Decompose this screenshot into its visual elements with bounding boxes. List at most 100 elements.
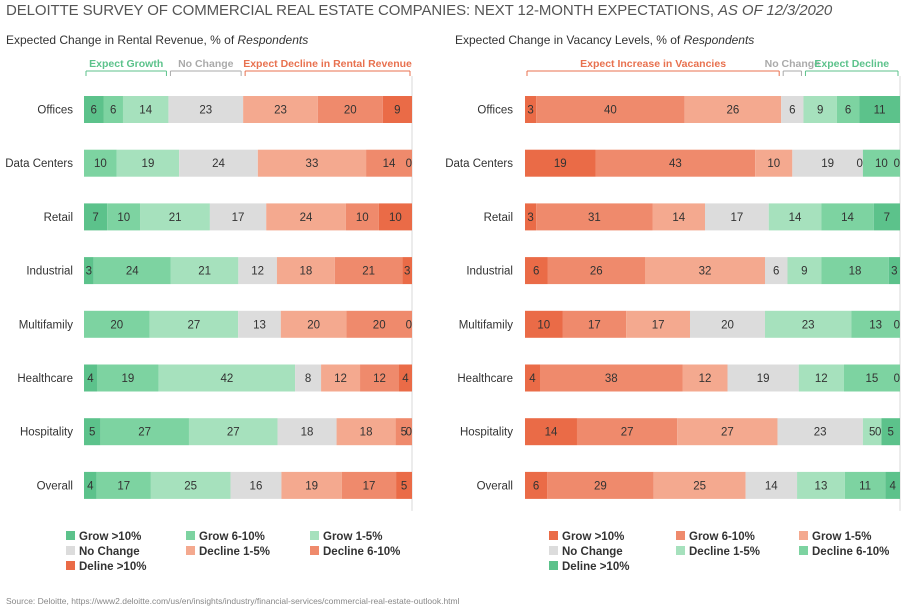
vacancy-data-label: 19 — [821, 158, 834, 170]
rental-group-label: Expect Decline in Rental Revenue — [243, 58, 412, 70]
rental-bar-segment — [188, 418, 278, 446]
rental-legend-swatch — [186, 546, 195, 555]
vacancy-bar-segment — [525, 96, 537, 123]
rental-bar-segment — [150, 471, 231, 499]
rental-data-label: 42 — [220, 373, 233, 385]
vacancy-data-label: 15 — [865, 373, 878, 385]
rental-legend-swatch — [186, 531, 195, 540]
rental-data-label: 20 — [307, 319, 320, 331]
vacancy-category-label: Overall — [477, 480, 513, 492]
vacancy-legend-swatch — [549, 531, 558, 540]
rental-bar-segment — [103, 96, 123, 123]
vacancy-bar-segment — [797, 471, 845, 499]
rental-data-label: 3 — [404, 266, 410, 278]
vacancy-bar-segment — [576, 418, 678, 446]
vacancy-bar-segment — [652, 203, 705, 231]
rental-group-label: Expect Growth — [89, 58, 163, 70]
vacancy-data-label: 0 — [856, 158, 862, 170]
vacancy-category-label: Retail — [484, 212, 513, 224]
rental-legend-swatch — [310, 531, 319, 540]
vacancy-bar-segment — [705, 203, 769, 231]
left-chart-title: Expected Change in Rental Revenue, % of … — [6, 33, 309, 47]
vacancy-bar-segment — [821, 257, 889, 285]
rental-bar-segment — [238, 310, 281, 338]
vacancy-data-label: 14 — [545, 427, 558, 439]
vacancy-bar-segment — [768, 203, 822, 231]
vacancy-bar-segment — [862, 149, 900, 177]
vacancy-data-label: 26 — [727, 105, 740, 117]
vacancy-bar-segment — [682, 364, 728, 392]
rental-bar-segment — [378, 203, 412, 231]
vacancy-bar-segment — [525, 364, 540, 392]
vacancy-data-label: 23 — [802, 319, 815, 331]
vacancy-data-label: 14 — [672, 212, 685, 224]
rental-bar-segment — [266, 203, 346, 231]
vacancy-data-label: 7 — [884, 212, 890, 224]
rental-bar-segment — [238, 257, 277, 285]
rental-data-label: 0 — [406, 319, 412, 331]
rental-data-label: 14 — [383, 158, 396, 170]
rental-data-label: 24 — [300, 212, 313, 224]
rental-bar-segment — [140, 203, 210, 231]
vacancy-legend-swatch — [799, 531, 808, 540]
vacancy-bar-segment — [851, 310, 900, 338]
vacancy-data-label: 26 — [590, 266, 603, 278]
vacancy-legend-label: No Change — [562, 546, 623, 558]
vacancy-bar-segment — [525, 257, 548, 285]
vacancy-legend-label: Decline 1-5% — [689, 546, 760, 558]
vacancy-bar-segment — [765, 257, 788, 285]
rental-data-label: 27 — [227, 427, 240, 439]
vacancy-data-label: 27 — [721, 427, 734, 439]
vacancy-data-label: 29 — [594, 480, 607, 492]
rental-data-label: 19 — [305, 480, 318, 492]
rental-data-label: 24 — [212, 158, 225, 170]
rental-bar-segment — [84, 364, 97, 392]
rental-bar-segment — [179, 149, 258, 177]
rental-bar-segment — [395, 418, 412, 446]
vacancy-legend-swatch — [549, 561, 558, 570]
vacancy-data-label: 11 — [859, 480, 871, 492]
vacancy-bar-segment — [765, 310, 852, 338]
rental-data-label: 6 — [91, 105, 97, 117]
rental-category-label: Multifamily — [19, 319, 74, 331]
vacancy-category-label: Hospitality — [460, 427, 513, 439]
vacancy-data-label: 6 — [533, 480, 539, 492]
vacancy-data-label: 12 — [699, 373, 712, 385]
rental-data-label: 12 — [334, 373, 347, 385]
rental-bar-segment — [276, 257, 335, 285]
rental-bar-segment — [149, 310, 239, 338]
rental-data-label: 33 — [306, 158, 319, 170]
rental-data-label: 19 — [121, 373, 134, 385]
vacancy-bar-segment — [844, 471, 886, 499]
vacancy-data-label: 9 — [801, 266, 807, 278]
vacancy-category-label: Industrial — [466, 266, 513, 278]
vacancy-data-label: 6 — [773, 266, 779, 278]
vacancy-legend-swatch — [676, 531, 685, 540]
rental-bar-segment — [277, 418, 337, 446]
rental-bar-segment — [84, 149, 117, 177]
vacancy-bar-segment — [690, 310, 765, 338]
right-chart-title: Expected Change in Vacancy Levels, % of … — [455, 33, 755, 47]
vacancy-bar-segment — [888, 257, 900, 285]
vacancy-data-label: 10 — [537, 319, 550, 331]
vacancy-data-label: 10 — [767, 158, 780, 170]
vacancy-bar-segment — [792, 149, 863, 177]
vacancy-data-label: 12 — [815, 373, 828, 385]
rental-data-label: 18 — [301, 427, 314, 439]
vacancy-data-label: 14 — [789, 212, 802, 224]
vacancy-bar-segment — [843, 364, 900, 392]
vacancy-bar-segment — [547, 471, 654, 499]
vacancy-data-label: 38 — [605, 373, 618, 385]
vacancy-data-label: 4 — [889, 480, 896, 492]
rental-bar-segment — [96, 471, 151, 499]
rental-category-label: Healthcare — [17, 373, 73, 385]
rental-bar-segment — [93, 257, 171, 285]
vacancy-data-label: 25 — [693, 480, 706, 492]
rental-bar-segment — [399, 364, 412, 392]
vacancy-legend-swatch — [676, 546, 685, 555]
rental-bar-segment — [209, 203, 267, 231]
vacancy-bar-segment — [755, 149, 793, 177]
vacancy-group-label: Expect Increase in Vacancies — [580, 58, 726, 70]
vacancy-data-label: 3 — [527, 212, 533, 224]
vacancy-data-label: 14 — [765, 480, 778, 492]
